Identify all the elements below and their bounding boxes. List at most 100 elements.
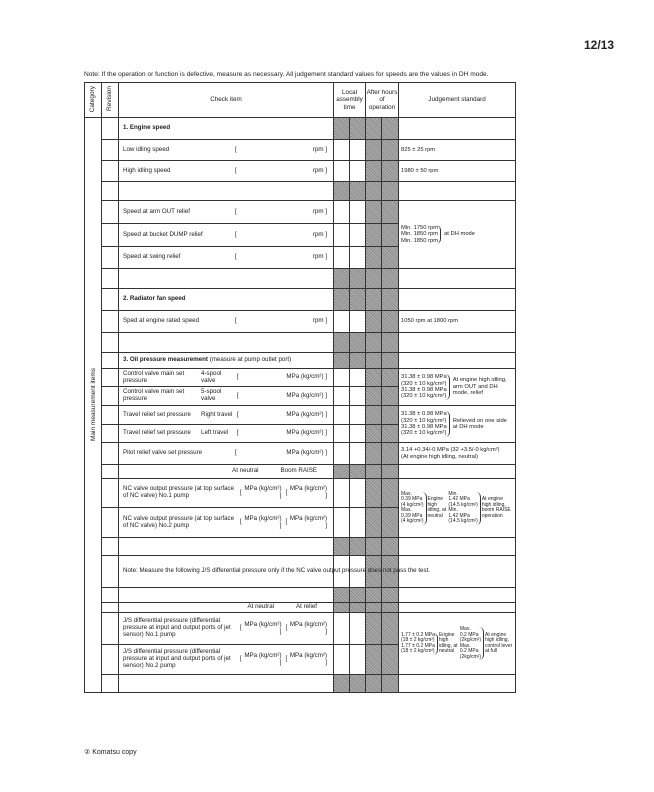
after-hours-cell[interactable] — [365, 644, 383, 675]
local-assembly-cell[interactable] — [348, 507, 367, 538]
local-assembly-cell[interactable] — [333, 223, 350, 247]
measured-value-field[interactable]: [MPa (kg/cm²) ] — [237, 429, 327, 437]
revision-cell[interactable] — [101, 555, 119, 588]
local-assembly-cell[interactable] — [348, 310, 367, 333]
revision-cell[interactable] — [101, 268, 119, 289]
after-hours-cell[interactable] — [365, 674, 383, 693]
measured-value-field[interactable]: [MPa (kg/cm²) ] — [235, 449, 327, 457]
revision-cell[interactable] — [101, 424, 119, 443]
local-assembly-cell[interactable] — [348, 537, 367, 556]
revision-cell[interactable] — [101, 405, 119, 425]
after-hours-cell[interactable] — [365, 223, 383, 247]
after-hours-cell[interactable] — [365, 537, 383, 556]
local-assembly-cell[interactable] — [348, 160, 367, 182]
after-hours-cell[interactable] — [365, 612, 383, 645]
local-assembly-cell[interactable] — [348, 644, 367, 675]
local-assembly-cell[interactable] — [333, 602, 350, 613]
local-assembly-cell[interactable] — [333, 442, 350, 465]
after-hours-cell[interactable] — [365, 405, 383, 425]
revision-cell[interactable] — [101, 602, 119, 613]
local-assembly-cell[interactable] — [333, 644, 350, 675]
after-hours-cell[interactable] — [381, 424, 400, 443]
revision-cell[interactable] — [101, 674, 119, 693]
after-hours-cell[interactable] — [365, 368, 383, 387]
after-hours-cell[interactable] — [381, 288, 400, 311]
after-hours-cell[interactable] — [365, 268, 383, 289]
measured-value-field[interactable]: [rpm ] — [235, 145, 327, 153]
local-assembly-cell[interactable] — [333, 424, 350, 443]
after-hours-cell[interactable] — [381, 674, 400, 693]
after-hours-cell[interactable] — [365, 310, 383, 333]
revision-cell[interactable] — [101, 160, 119, 182]
after-hours-cell[interactable] — [381, 478, 400, 508]
revision-cell[interactable] — [101, 223, 119, 247]
after-hours-cell[interactable] — [381, 268, 400, 289]
local-assembly-cell[interactable] — [333, 181, 350, 201]
after-hours-cell[interactable] — [381, 368, 400, 387]
revision-cell[interactable] — [101, 181, 119, 201]
local-assembly-cell[interactable] — [348, 223, 367, 247]
local-assembly-cell[interactable] — [348, 246, 367, 269]
after-hours-cell[interactable] — [365, 288, 383, 311]
local-assembly-cell[interactable] — [348, 181, 367, 201]
after-hours-cell[interactable] — [365, 139, 383, 161]
measured-value-field[interactable]: [rpm ] — [235, 253, 327, 261]
local-assembly-cell[interactable] — [348, 268, 367, 289]
after-hours-cell[interactable] — [381, 644, 400, 675]
local-assembly-cell[interactable] — [333, 200, 350, 224]
local-assembly-cell[interactable] — [333, 537, 350, 556]
local-assembly-cell[interactable] — [348, 139, 367, 161]
measured-value-field[interactable]: [MPa (kg/cm²) ] — [285, 620, 328, 635]
after-hours-cell[interactable] — [381, 181, 400, 201]
after-hours-cell[interactable] — [365, 464, 383, 479]
after-hours-cell[interactable] — [365, 160, 383, 182]
after-hours-cell[interactable] — [381, 200, 400, 224]
measured-value-field[interactable]: [MPa (kg/cm²) ] — [240, 514, 282, 529]
measured-value-field[interactable]: [MPa (kg/cm²) ] — [285, 651, 328, 666]
after-hours-cell[interactable] — [381, 537, 400, 556]
after-hours-cell[interactable] — [365, 200, 383, 224]
after-hours-cell[interactable] — [381, 117, 400, 140]
local-assembly-cell[interactable] — [348, 288, 367, 311]
local-assembly-cell[interactable] — [333, 268, 350, 289]
revision-cell[interactable] — [101, 117, 119, 140]
local-assembly-cell[interactable] — [333, 332, 350, 353]
local-assembly-cell[interactable] — [333, 288, 350, 311]
after-hours-cell[interactable] — [365, 181, 383, 201]
local-assembly-cell[interactable] — [348, 424, 367, 443]
local-assembly-cell[interactable] — [333, 478, 350, 508]
after-hours-cell[interactable] — [381, 507, 400, 538]
measured-value-field[interactable]: [MPa (kg/cm²) ] — [237, 391, 327, 399]
measured-value-field[interactable]: [MPa (kg/cm²) ] — [285, 485, 328, 499]
after-hours-cell[interactable] — [365, 424, 383, 443]
after-hours-cell[interactable] — [365, 555, 383, 588]
revision-cell[interactable] — [101, 644, 119, 675]
local-assembly-cell[interactable] — [333, 674, 350, 693]
after-hours-cell[interactable] — [365, 442, 383, 465]
after-hours-cell[interactable] — [365, 507, 383, 538]
measured-value-field[interactable]: [MPa (kg/cm²) ] — [240, 485, 282, 499]
after-hours-cell[interactable] — [365, 117, 383, 140]
local-assembly-cell[interactable] — [348, 352, 367, 369]
after-hours-cell[interactable] — [365, 352, 383, 369]
local-assembly-cell[interactable] — [333, 352, 350, 369]
measured-value-field[interactable]: [rpm ] — [235, 230, 327, 238]
measured-value-field[interactable]: [MPa (kg/cm²) ] — [240, 651, 282, 666]
revision-cell[interactable] — [101, 507, 119, 538]
after-hours-cell[interactable] — [381, 160, 400, 182]
local-assembly-cell[interactable] — [333, 117, 350, 140]
local-assembly-cell[interactable] — [333, 310, 350, 333]
local-assembly-cell[interactable] — [348, 117, 367, 140]
after-hours-cell[interactable] — [381, 587, 400, 603]
local-assembly-cell[interactable] — [348, 602, 367, 613]
local-assembly-cell[interactable] — [348, 368, 367, 387]
after-hours-cell[interactable] — [381, 223, 400, 247]
local-assembly-cell[interactable] — [333, 405, 350, 425]
revision-cell[interactable] — [101, 612, 119, 645]
revision-cell[interactable] — [101, 478, 119, 508]
local-assembly-cell[interactable] — [333, 587, 350, 603]
measured-value-field[interactable]: [MPa (kg/cm²) ] — [240, 620, 282, 635]
revision-cell[interactable] — [101, 352, 119, 369]
local-assembly-cell[interactable] — [333, 160, 350, 182]
measured-value-field[interactable]: [MPa (kg/cm²) ] — [237, 373, 327, 381]
